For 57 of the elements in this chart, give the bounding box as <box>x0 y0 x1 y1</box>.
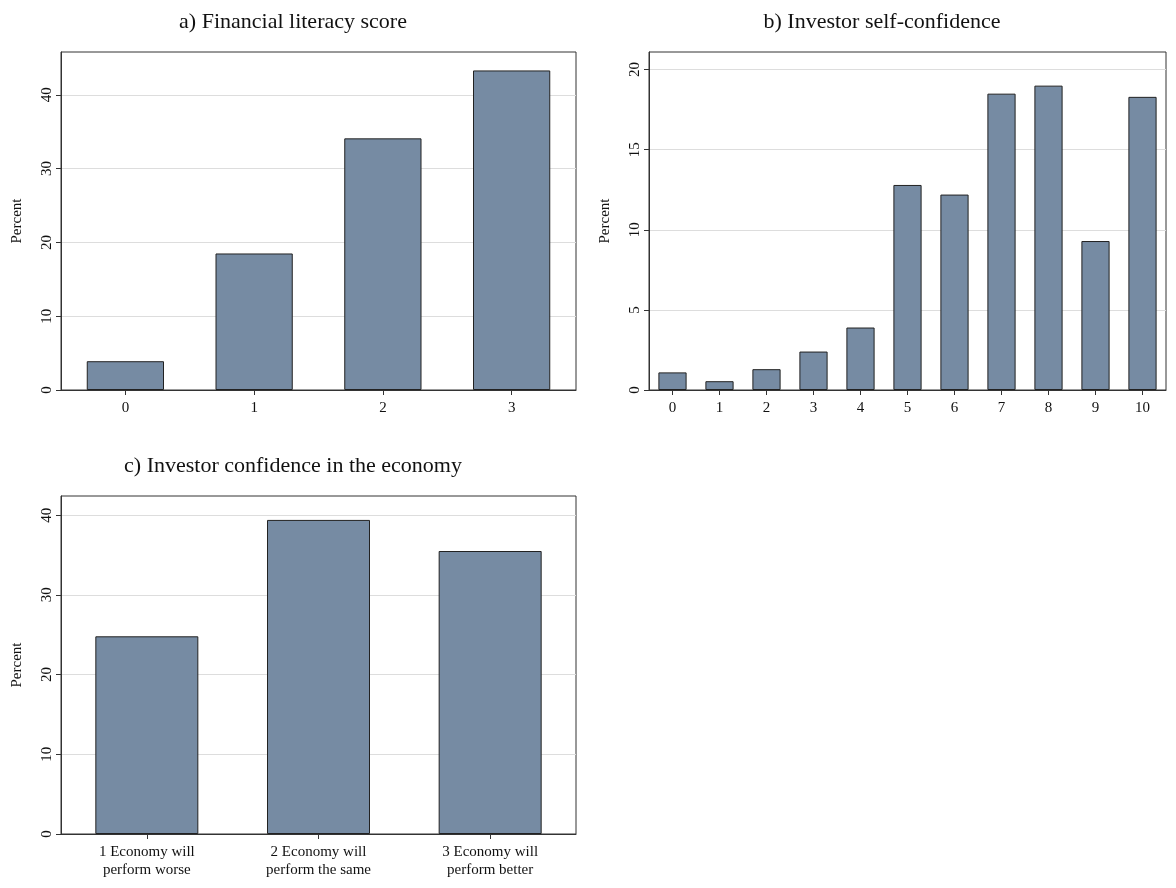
y-tick-label: 10 <box>625 222 642 238</box>
x-tick-label: 2 <box>762 399 771 415</box>
y-tick-label: 30 <box>37 161 54 177</box>
bar <box>752 369 781 390</box>
bar <box>86 361 164 390</box>
y-tick-label: 0 <box>625 386 642 394</box>
bar <box>799 351 828 390</box>
x-tick-label: 8 <box>1044 399 1053 415</box>
y-tick-label: 20 <box>625 62 642 78</box>
x-tick-label: 3 <box>507 399 516 415</box>
bar <box>705 381 734 390</box>
y-tick-label: 20 <box>37 234 54 250</box>
x-tick-label: 0 <box>668 399 677 415</box>
y-axis-title: Percent <box>7 197 24 244</box>
x-tick-label: 1 Economy will perform worse <box>98 843 195 877</box>
x-tick-label: 0 <box>121 399 130 415</box>
chart-title: b) Investor self-confidence <box>763 7 1001 33</box>
y-tick-label: 10 <box>37 308 54 324</box>
bar <box>1128 96 1157 390</box>
x-tick-label: 4 <box>856 399 865 415</box>
x-tick-label: 2 <box>379 399 387 415</box>
y-tick-label: 40 <box>37 507 54 523</box>
y-tick-label: 0 <box>37 830 54 838</box>
bar <box>1081 241 1110 390</box>
x-tick-label: 3 <box>809 399 818 415</box>
x-tick-label: 6 <box>950 399 959 415</box>
bar <box>438 551 542 834</box>
y-tick-label: 10 <box>37 746 54 762</box>
x-tick-label: 1 <box>250 399 258 415</box>
bar <box>658 372 687 390</box>
y-axis-title: Percent <box>595 197 612 244</box>
y-tick-label: 0 <box>37 386 54 394</box>
y-axis-title: Percent <box>7 641 24 688</box>
chart-title: a) Financial literacy score <box>179 7 407 33</box>
bar <box>987 93 1016 390</box>
x-tick-label: 1 <box>715 399 724 415</box>
bar <box>1034 85 1063 390</box>
bar <box>893 184 922 390</box>
y-tick-label: 15 <box>625 142 642 158</box>
y-tick-label: 5 <box>625 306 642 314</box>
bar <box>473 70 551 390</box>
bar <box>846 327 875 390</box>
y-tick-label: 40 <box>37 87 54 103</box>
x-tick-label: 3 Economy will perform better <box>442 843 539 877</box>
bar <box>940 194 969 390</box>
x-tick-label: 7 <box>997 399 1006 415</box>
bar <box>95 636 199 834</box>
x-tick-label: 2 Economy will perform the same <box>266 843 372 877</box>
chart-title: c) Investor confidence in the economy <box>124 451 462 477</box>
bar <box>215 253 293 390</box>
y-tick-label: 20 <box>37 667 54 683</box>
x-tick-label: 10 <box>1135 399 1150 415</box>
bar <box>267 519 370 834</box>
y-tick-label: 30 <box>37 587 54 603</box>
bar <box>344 138 422 390</box>
x-tick-label: 5 <box>903 399 912 415</box>
x-tick-label: 9 <box>1091 399 1100 415</box>
